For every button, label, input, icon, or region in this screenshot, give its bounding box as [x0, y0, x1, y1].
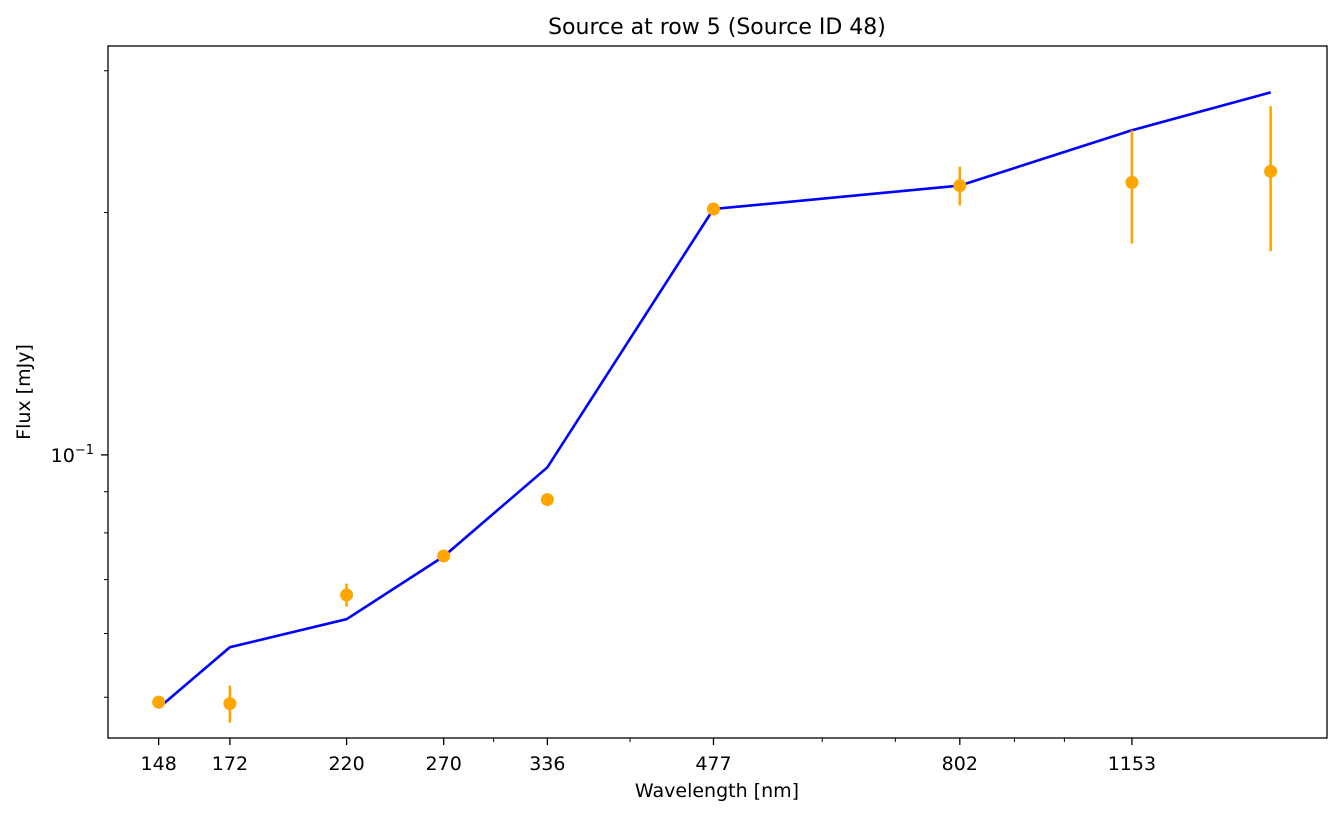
plot-content — [152, 91, 1278, 723]
data-point — [152, 695, 166, 709]
x-tick-label: 802 — [942, 753, 978, 775]
model-line — [157, 91, 1272, 709]
x-axis: 148 172 220 270 336 477 802 1153 — [141, 738, 1156, 775]
x-tick-label: 1153 — [1108, 753, 1156, 775]
y-tick-exponent: −1 — [75, 443, 94, 458]
x-tick-label: 336 — [529, 753, 565, 775]
x-tick-label: 220 — [328, 753, 364, 775]
x-tick-label: 270 — [426, 753, 462, 775]
x-tick-label: 172 — [212, 753, 248, 775]
data-point — [706, 202, 720, 216]
data-point — [223, 697, 237, 711]
data-point — [1125, 175, 1139, 189]
chart-title: Source at row 5 (Source ID 48) — [548, 15, 886, 40]
data-point — [437, 549, 451, 563]
x-tick-label: 148 — [141, 753, 177, 775]
data-point — [340, 588, 354, 602]
data-point — [540, 493, 554, 507]
plot-frame — [107, 45, 1328, 739]
y-axis-label: Flux [mJy] — [13, 344, 35, 440]
x-axis-label: Wavelength [nm] — [635, 780, 799, 802]
data-point — [953, 179, 967, 193]
data-point — [1264, 164, 1278, 178]
x-tick-label: 477 — [695, 753, 731, 775]
